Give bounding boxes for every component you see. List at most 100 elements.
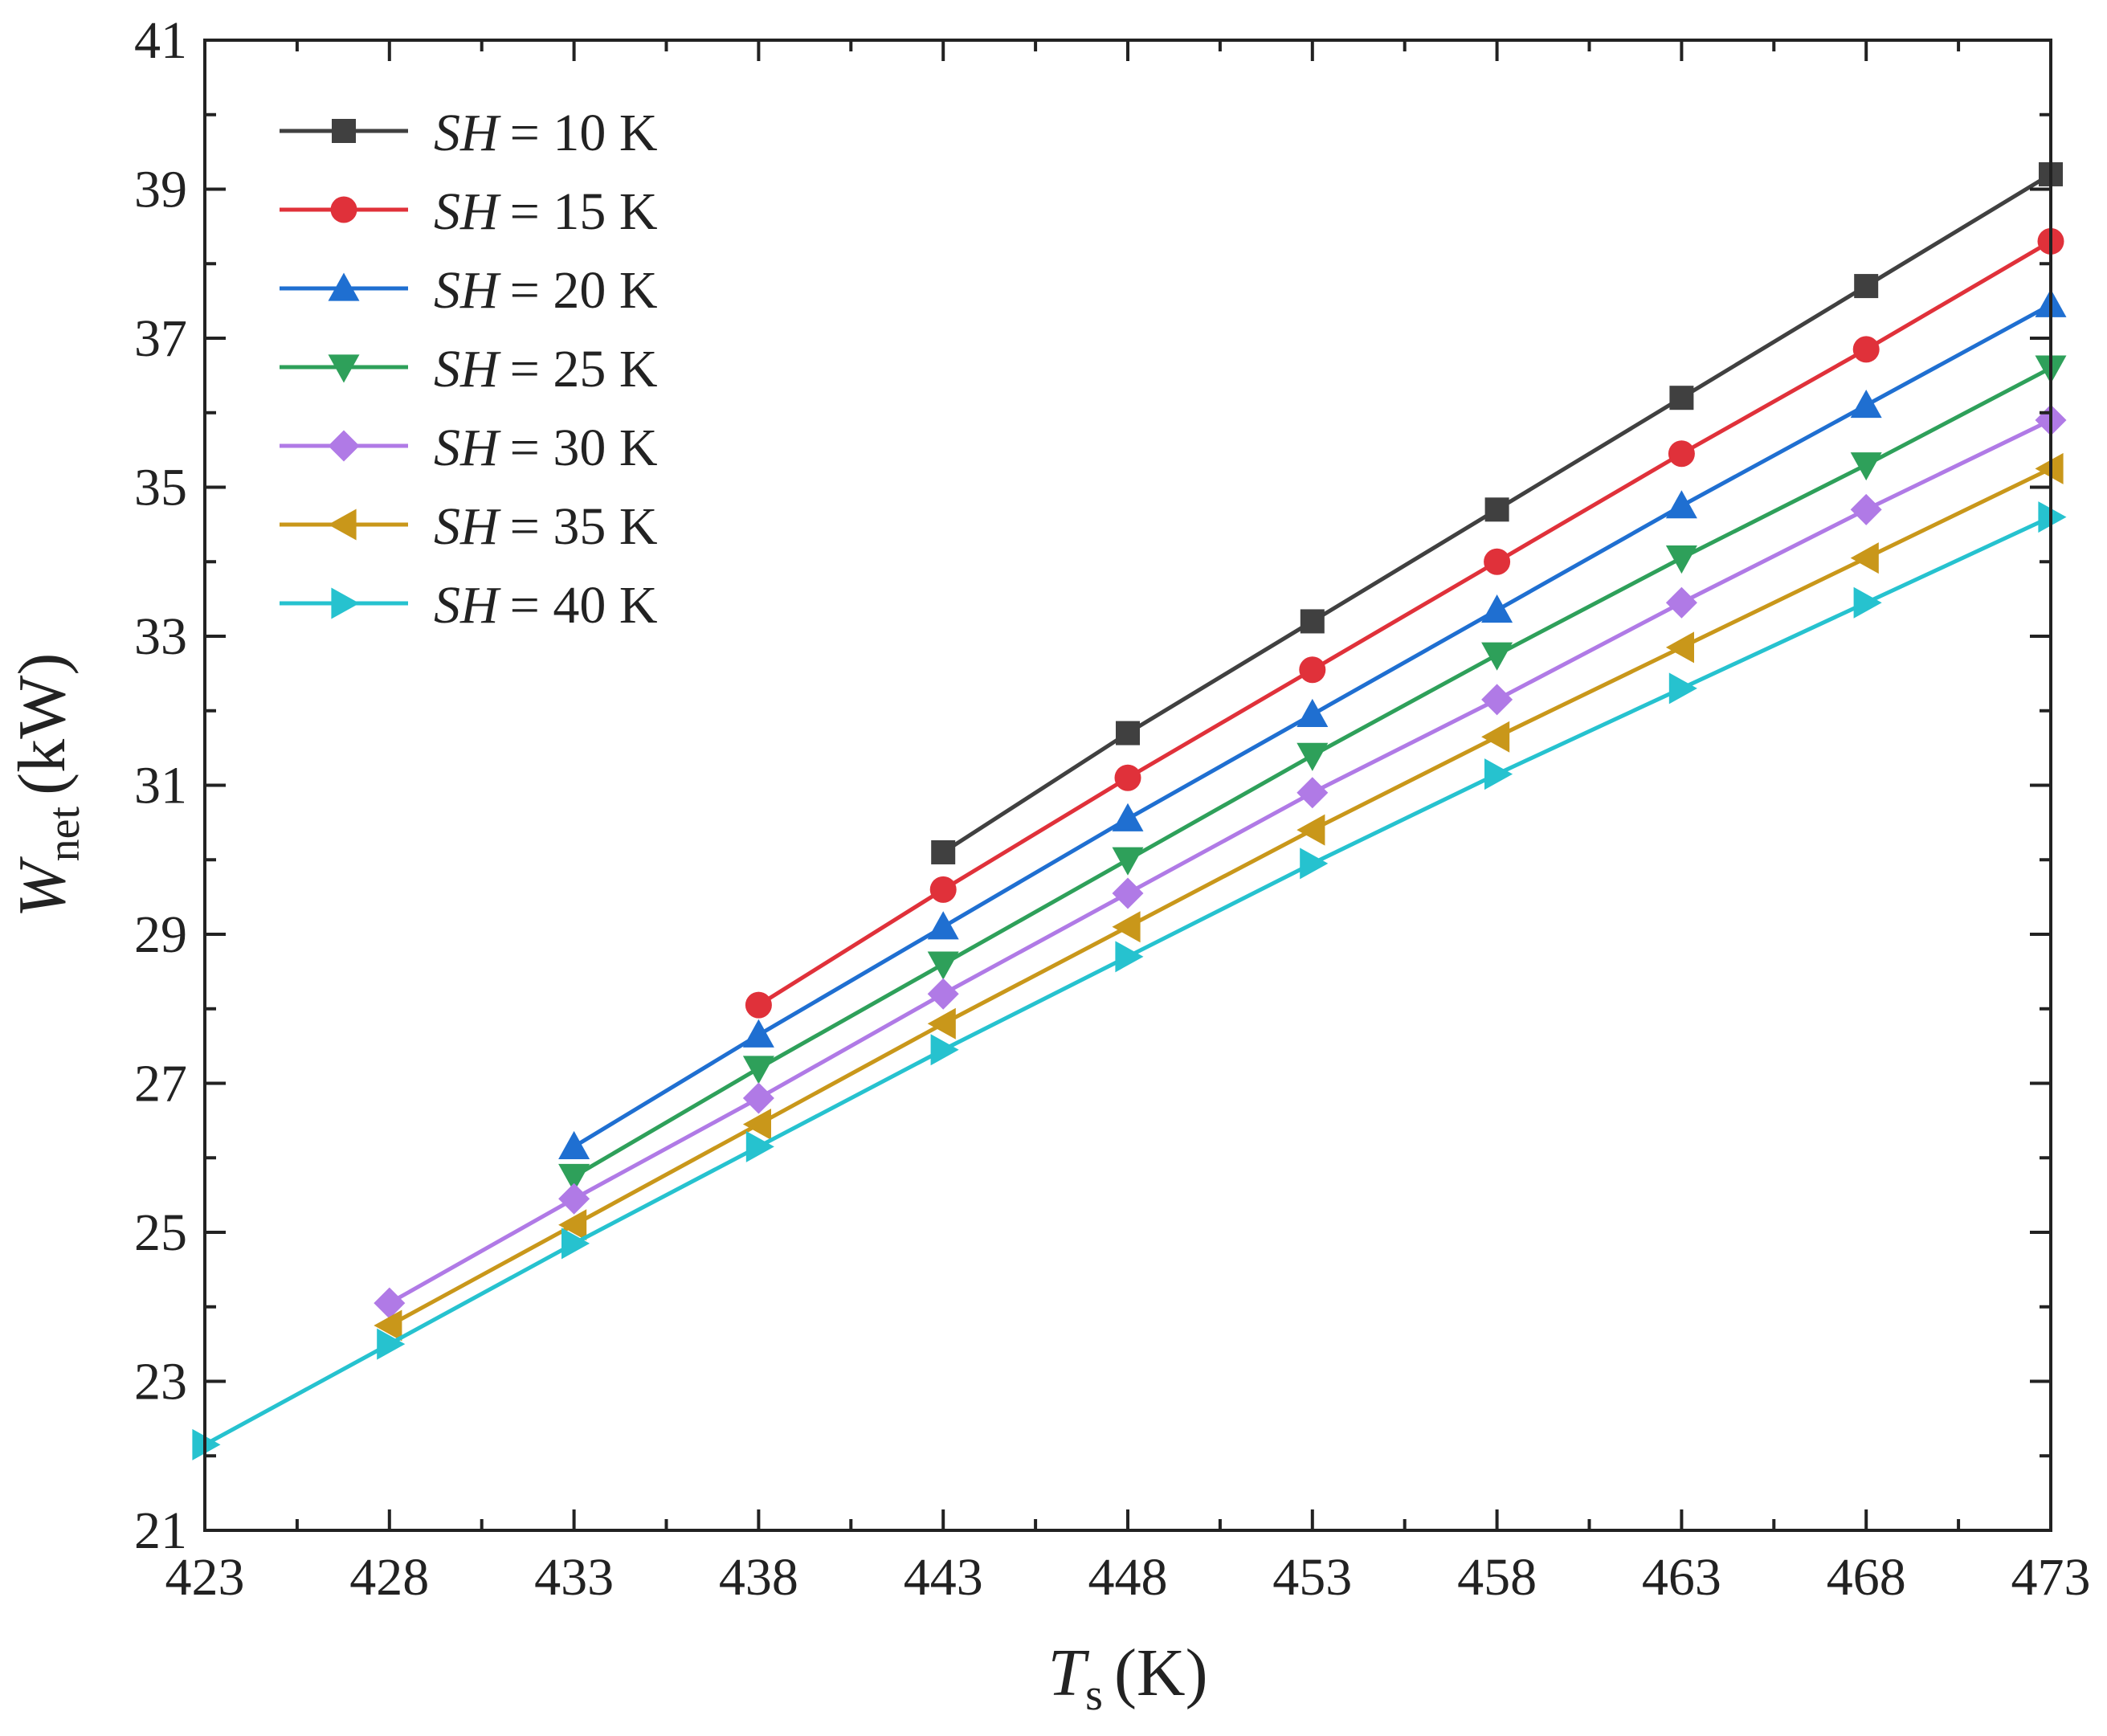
series-line [388,418,2052,1305]
data-point [558,1163,590,1192]
plot-area [192,161,2067,1460]
y-tick-label: 23 [134,1353,187,1411]
axes: 423 428 433 438 443 448 453 458 463 468 473 21 23 25 2… [5,11,2091,1720]
data-point [1481,684,1513,716]
series-3 [558,288,2067,1159]
data-point [745,1130,774,1162]
data-point [742,1109,771,1141]
y-tick-label: 25 [134,1203,187,1262]
data-point [927,911,959,940]
x-tick-label: 468 [1827,1548,1906,1607]
data-point [1669,386,1694,411]
legend-marker [328,509,357,541]
legend-item: SH = 40 K [280,576,658,635]
data-point [1665,545,1697,574]
data-point [927,951,959,980]
data-point [1850,493,1882,525]
x-tick-label: 458 [1457,1548,1537,1607]
data-point [1665,490,1697,519]
y-tick-label: 27 [134,1055,187,1113]
x-tick-label: 443 [904,1548,983,1607]
legend-label: SH = 10 K [434,104,658,162]
y-tick-label: 39 [134,161,187,219]
data-point [1850,452,1882,481]
x-tick-label: 448 [1088,1548,1168,1607]
data-point [1484,497,1509,522]
data-point [742,1056,774,1084]
x-tick-label: 453 [1272,1548,1352,1607]
data-point [374,1287,406,1319]
series-7 [192,501,2067,1460]
x-tick-label: 463 [1642,1548,1721,1607]
y-tick-label: 29 [134,905,187,964]
y-tick-label: 35 [134,459,187,517]
data-point [1668,440,1695,468]
data-point [561,1227,590,1260]
y-tick-label: 31 [134,757,187,815]
data-point [929,876,957,903]
data-point [558,1130,590,1159]
data-point [1299,656,1326,684]
series-line [757,239,2052,1007]
legend: SH = 10 K SH = 15 K SH = 20 K SH = 25 K SH = 30 K… [280,104,658,635]
data-point [927,978,959,1010]
data-point [374,1309,402,1342]
data-point [930,1034,959,1066]
data-point [1665,586,1697,619]
legend-item: SH = 35 K [280,497,658,556]
data-point [1484,758,1513,790]
data-point [931,839,956,864]
data-point [1115,941,1144,973]
data-point [1665,631,1694,664]
legend-marker [331,587,360,619]
data-point [742,1019,774,1048]
legend-label: SH = 20 K [434,261,658,320]
y-tick-label: 41 [134,11,187,70]
x-tick-label: 428 [349,1548,429,1607]
data-point [1112,803,1144,831]
data-point [1300,848,1329,880]
data-point [927,1007,956,1040]
legend-marker [328,272,360,301]
data-point [1114,764,1141,791]
x-tick-label: 438 [719,1548,798,1607]
data-point [1112,877,1144,909]
data-point [1112,911,1141,943]
data-point [1854,274,1879,299]
data-point [1850,542,1879,574]
series-line [388,467,2052,1328]
x-tick-label: 433 [534,1548,614,1607]
data-point [745,991,772,1019]
data-point [1481,594,1513,623]
data-point [1481,642,1513,671]
data-point [1481,721,1510,753]
x-tick-label: 473 [2011,1548,2091,1607]
legend-marker [330,196,357,223]
data-point [1112,847,1144,876]
x-tick-label: 423 [165,1548,245,1607]
legend-item: SH = 20 K [280,261,658,320]
data-point [1853,586,1882,619]
legend-label: SH = 25 K [434,340,658,398]
data-point [1296,777,1329,809]
data-point [558,1209,587,1241]
data-point [1296,742,1329,771]
legend-label: SH = 30 K [434,419,658,477]
x-axis-title: Ts (K) [1047,1636,1207,1720]
legend-marker [328,354,360,383]
legend-item: SH = 15 K [280,182,658,241]
data-point [558,1183,590,1215]
legend-marker [332,119,356,143]
data-point [1296,698,1329,727]
data-point [1296,814,1325,846]
legend-label: SH = 35 K [434,497,658,556]
data-point [1668,672,1697,705]
legend-label: SH = 15 K [434,182,658,241]
y-tick-label: 33 [134,607,187,666]
series-1 [931,161,2063,864]
legend-item: SH = 30 K [280,419,658,477]
data-point [1484,548,1511,575]
data-point [1116,721,1140,745]
